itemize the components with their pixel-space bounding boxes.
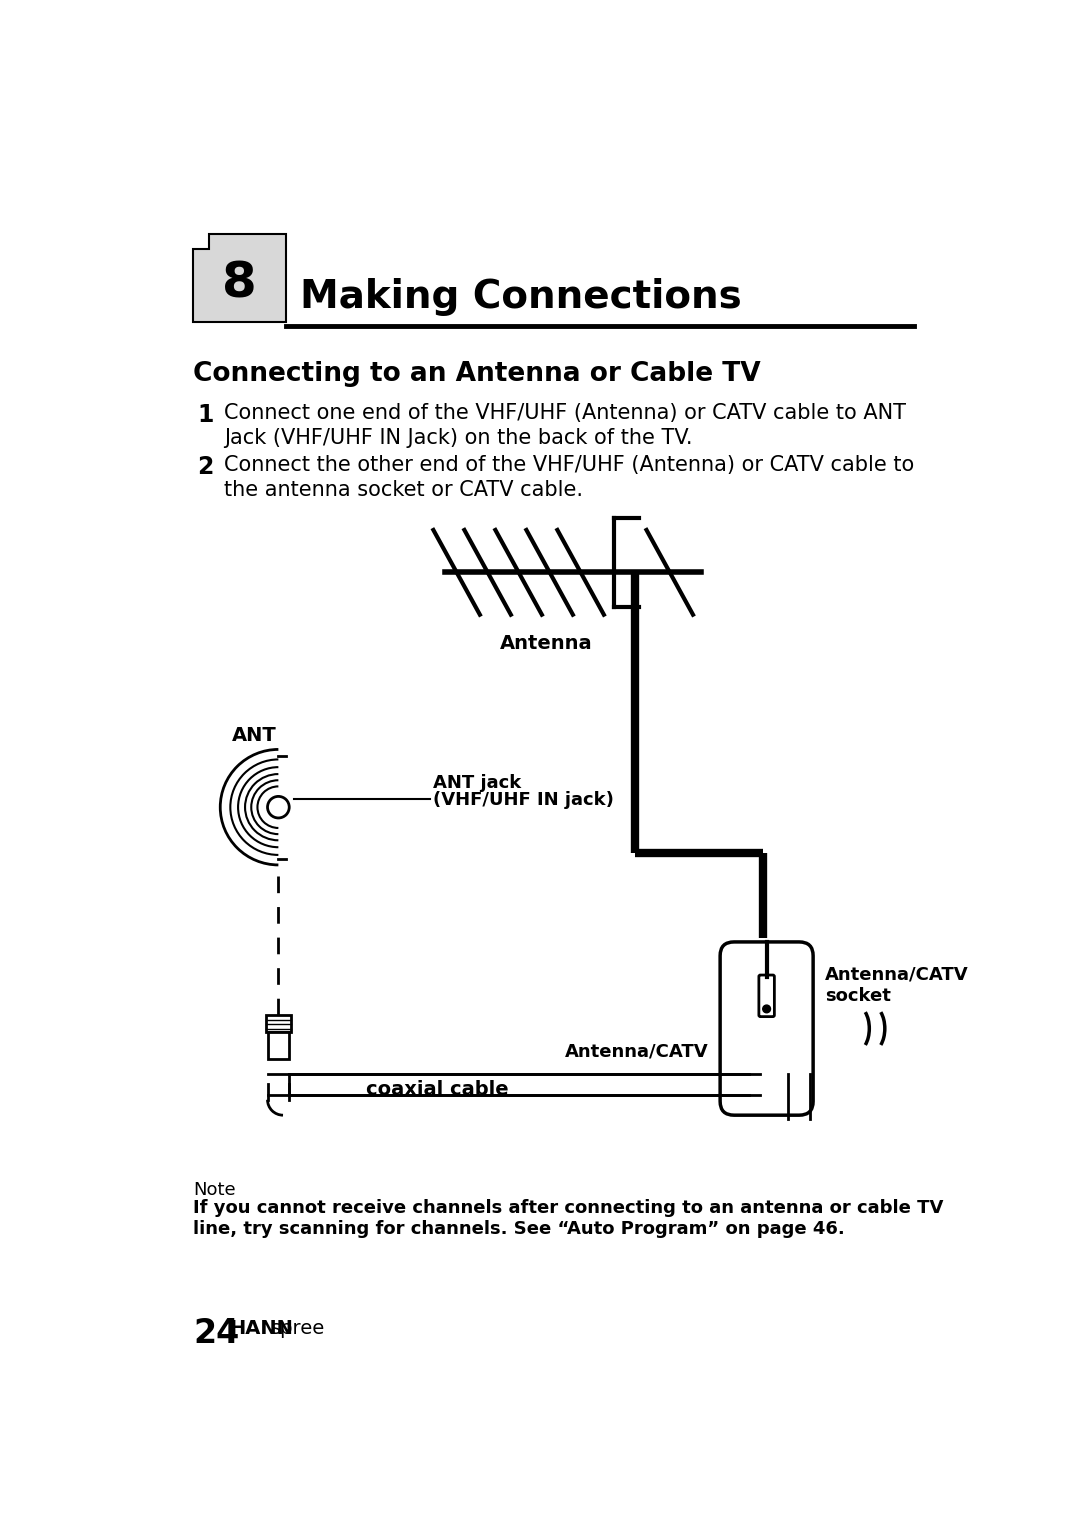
Text: If you cannot receive channels after connecting to an antenna or cable TV
line, : If you cannot receive channels after con… — [193, 1199, 944, 1238]
Text: Connect the other end of the VHF/UHF (Antenna) or CATV cable to: Connect the other end of the VHF/UHF (An… — [225, 456, 915, 476]
Text: 24: 24 — [193, 1316, 240, 1350]
Text: 8: 8 — [222, 260, 257, 307]
Circle shape — [268, 797, 289, 818]
Text: ANT jack: ANT jack — [433, 774, 522, 792]
Text: Jack (VHF/UHF IN Jack) on the back of the TV.: Jack (VHF/UHF IN Jack) on the back of th… — [225, 428, 692, 448]
Polygon shape — [193, 234, 286, 323]
Text: the antenna socket or CATV cable.: the antenna socket or CATV cable. — [225, 480, 583, 500]
Text: Antenna: Antenna — [499, 635, 592, 653]
Text: socket: socket — [825, 986, 891, 1005]
Text: spree: spree — [271, 1320, 325, 1338]
Text: HANN: HANN — [230, 1320, 294, 1338]
Text: Antenna/CATV: Antenna/CATV — [825, 965, 969, 983]
Text: 1: 1 — [197, 404, 214, 427]
Text: Making Connections: Making Connections — [300, 278, 742, 317]
Text: Connect one end of the VHF/UHF (Antenna) or CATV cable to ANT: Connect one end of the VHF/UHF (Antenna)… — [225, 404, 906, 424]
Text: 2: 2 — [197, 456, 214, 479]
Bar — [266, 1015, 291, 1032]
Text: coaxial cable: coaxial cable — [366, 1079, 509, 1099]
Text: Antenna/CATV: Antenna/CATV — [565, 1043, 708, 1060]
FancyBboxPatch shape — [759, 976, 774, 1017]
Text: Connecting to an Antenna or Cable TV: Connecting to an Antenna or Cable TV — [193, 361, 760, 387]
Text: Note: Note — [193, 1180, 235, 1199]
FancyBboxPatch shape — [720, 942, 813, 1115]
Circle shape — [762, 1005, 770, 1012]
Text: (VHF/UHF IN jack): (VHF/UHF IN jack) — [433, 790, 615, 809]
Text: ANT: ANT — [232, 726, 276, 745]
Bar — [268, 1032, 289, 1060]
